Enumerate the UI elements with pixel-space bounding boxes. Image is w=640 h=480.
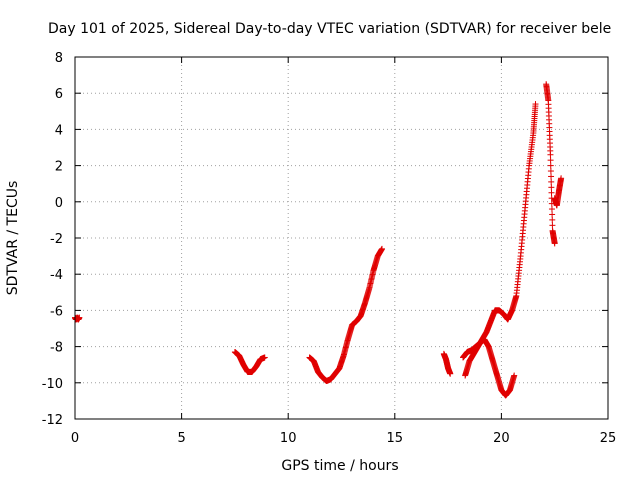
y-tick-label: -10	[42, 377, 63, 392]
x-tick-label: 15	[387, 431, 404, 446]
x-tick-label: 20	[493, 431, 510, 446]
x-tick-label: 0	[71, 431, 79, 446]
data-point	[548, 173, 555, 180]
data-point	[548, 189, 555, 196]
data-point	[548, 206, 555, 213]
y-tick-label: 4	[55, 123, 63, 138]
data-point	[549, 216, 556, 223]
data-point	[548, 178, 555, 185]
data-point	[547, 151, 554, 158]
data-point	[549, 211, 556, 218]
chart-title: Day 101 of 2025, Sidereal Day-to-day VTE…	[48, 21, 611, 37]
y-tick-label: 0	[55, 196, 63, 211]
data-point	[551, 240, 558, 247]
x-tick-label: 10	[280, 431, 297, 446]
data-point	[447, 370, 454, 377]
data-point	[532, 101, 539, 108]
data-point	[379, 245, 386, 252]
y-tick-label: 2	[55, 160, 63, 175]
y-tick-label: -2	[50, 232, 63, 247]
data-point	[549, 222, 556, 229]
x-axis-label: GPS time / hours	[281, 458, 398, 474]
ticks-layer	[74, 56, 609, 420]
y-tick-label: 6	[55, 87, 63, 102]
y-tick-label: -8	[50, 341, 63, 356]
y-tick-label: 8	[55, 51, 63, 66]
data-point	[76, 314, 83, 321]
data-point	[511, 372, 518, 379]
data-point	[547, 168, 554, 175]
y-tick-label: -4	[50, 268, 63, 283]
data-point	[548, 184, 555, 191]
data-points-layer	[72, 81, 565, 399]
data-point	[547, 162, 554, 169]
data-point	[558, 175, 565, 182]
x-tick-label: 25	[600, 431, 617, 446]
tick-labels-layer: 0 5 10 15 20 25 -12 -10 -8 -6 -4 -2 0 2 4 6 8	[42, 51, 617, 446]
data-point	[547, 157, 554, 164]
data-point	[261, 354, 268, 361]
y-axis-label: SDTVAR / TECUs	[5, 181, 21, 296]
y-tick-label: -6	[50, 304, 63, 319]
x-tick-label: 5	[177, 431, 185, 446]
y-tick-label: -12	[42, 413, 63, 428]
